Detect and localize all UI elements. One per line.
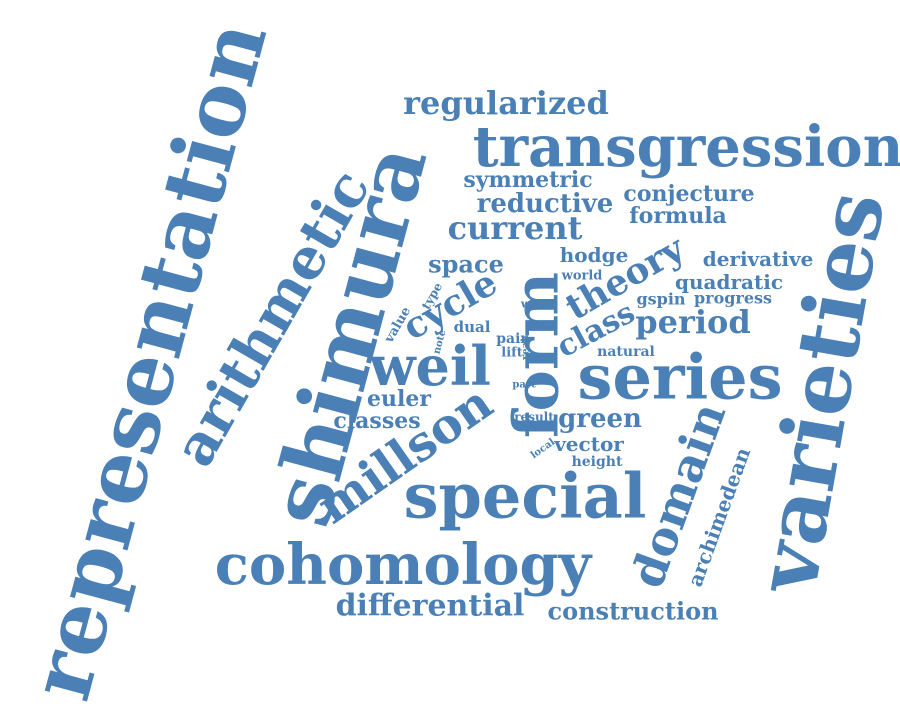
word-green: green <box>558 404 642 434</box>
word-space: space <box>428 250 504 279</box>
word-part: part <box>512 380 536 391</box>
word-formula: formula <box>629 203 727 229</box>
word-hodge: hodge <box>560 243 629 267</box>
word-cohomology: cohomology <box>215 532 593 598</box>
word-weil: weil <box>368 334 491 398</box>
word-real: real <box>521 338 532 360</box>
word-special: special <box>404 460 647 533</box>
word-regularized: regularized <box>403 84 609 122</box>
word-height: height <box>572 454 623 470</box>
word-symmetric: symmetric <box>463 167 592 193</box>
word-euler: euler <box>367 386 431 412</box>
word-local: local <box>529 437 557 462</box>
word-work: work <box>520 298 552 311</box>
word-transgression: transgression <box>473 114 900 180</box>
word-series: series <box>578 341 783 414</box>
word-classes: classes <box>333 408 420 434</box>
word-gspin: gspin <box>636 290 685 309</box>
word-form: form <box>500 272 573 438</box>
word-pair: pair <box>496 331 528 347</box>
word-quadratic: quadratic <box>675 270 783 294</box>
word-conjecture: conjecture <box>623 181 754 207</box>
word-current: current <box>448 209 583 247</box>
word-natural: natural <box>597 344 655 360</box>
word-differential: differential <box>336 589 525 624</box>
word-progress: progress <box>694 289 772 308</box>
word-dual: dual <box>454 318 491 336</box>
word-result: result <box>514 410 554 424</box>
word-derivative: derivative <box>703 247 814 271</box>
word-period: period <box>635 303 750 341</box>
word-reductive: reductive <box>477 189 614 219</box>
word-world: world <box>561 269 603 284</box>
word-construction: construction <box>547 597 718 626</box>
word-vector: vector <box>553 432 624 456</box>
word-lift: lift <box>501 346 522 361</box>
